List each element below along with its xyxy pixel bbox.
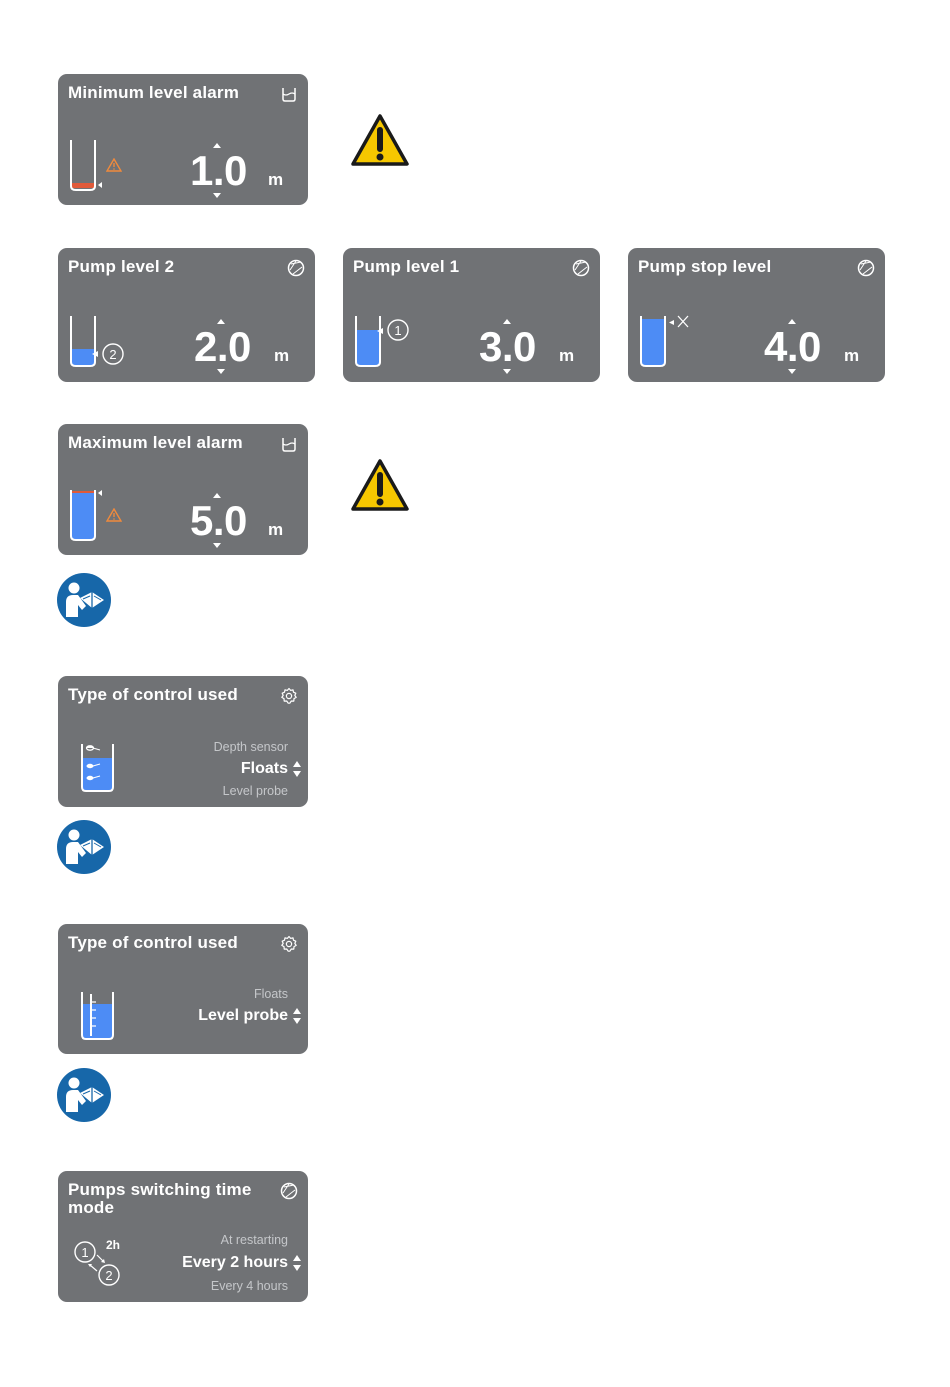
tank-probe-icon — [81, 992, 114, 1040]
alarm-warning-icon — [106, 508, 122, 522]
panel-title: Pump stop level — [638, 257, 772, 276]
read-manual-icon — [57, 1068, 111, 1122]
option-prev[interactable]: Floats — [253, 987, 288, 1001]
decrease-arrow[interactable] — [213, 193, 221, 198]
tank-floats-icon — [81, 744, 114, 792]
pump-icon — [857, 259, 875, 277]
tank-level-icon — [640, 315, 689, 367]
increase-arrow[interactable] — [213, 143, 221, 148]
tank-level-icon — [70, 316, 98, 367]
svg-text:1: 1 — [394, 323, 401, 338]
unit-label: m — [268, 520, 284, 539]
decrease-arrow[interactable] — [788, 369, 796, 374]
level-value: 2.0 — [194, 323, 251, 370]
svg-text:2: 2 — [105, 1268, 112, 1283]
pump-alternation-icon: 1 2 — [74, 1241, 120, 1286]
level-value: 1.0 — [190, 147, 247, 194]
option-spinner[interactable] — [292, 1253, 302, 1273]
warning-icon — [351, 114, 409, 166]
unit-label: m — [268, 170, 284, 189]
pump-switching-panel[interactable]: Pumps switching time mode 1 2 2h At rest… — [58, 1171, 308, 1302]
gear-icon — [281, 687, 297, 704]
increase-arrow[interactable] — [217, 319, 225, 324]
read-manual-icon — [57, 820, 111, 874]
panel-title: Minimum level alarm — [68, 83, 240, 102]
interval-label: 2h — [106, 1238, 121, 1252]
option-selected[interactable]: Floats — [240, 760, 288, 777]
read-manual-icon — [57, 573, 111, 627]
gear-icon — [281, 935, 297, 952]
svg-text:1: 1 — [81, 1245, 88, 1260]
pump-badge-icon: 1 — [387, 319, 409, 341]
level-value: 5.0 — [190, 497, 247, 544]
panel-title: Pumps switching time mode — [68, 1180, 252, 1217]
unit-label: m — [274, 346, 290, 365]
option-next[interactable]: Level probe — [222, 784, 288, 798]
unit-label: m — [844, 346, 860, 365]
control-type-panel-probe[interactable]: Type of control used Floats Level probe — [58, 924, 308, 1054]
pump-level-2-panel[interactable]: Pump level 2 2 2.0 m — [58, 248, 315, 382]
panel-title: Type of control used — [68, 933, 238, 952]
alarm-warning-icon — [106, 158, 122, 172]
pump-level-1-panel[interactable]: Pump level 1 1 3.0 m — [343, 248, 600, 382]
panel-title: Pump level 2 — [68, 257, 175, 276]
tank-icon — [282, 438, 296, 452]
increase-arrow[interactable] — [503, 319, 511, 324]
pump-icon — [280, 1182, 298, 1200]
tank-level-icon — [70, 140, 102, 191]
control-type-panel-floats[interactable]: Type of control used Depth sensor Floats… — [58, 676, 308, 807]
pump-badge-icon: 2 — [102, 343, 124, 365]
option-next[interactable]: Every 4 hours — [210, 1279, 288, 1293]
increase-arrow[interactable] — [788, 319, 796, 324]
pump-stop-level-panel[interactable]: Pump stop level 4.0 m — [628, 248, 885, 382]
decrease-arrow[interactable] — [213, 543, 221, 548]
min-level-alarm-panel[interactable]: Minimum level alarm 1.0 m — [58, 74, 308, 205]
decrease-arrow[interactable] — [217, 369, 225, 374]
pump-icon — [287, 259, 305, 277]
panel-title: Pump level 1 — [353, 257, 460, 276]
warning-icon — [351, 459, 409, 511]
option-prev[interactable]: At restarting — [220, 1233, 288, 1247]
unit-label: m — [559, 346, 575, 365]
option-spinner[interactable] — [292, 759, 302, 779]
decrease-arrow[interactable] — [503, 369, 511, 374]
option-spinner[interactable] — [292, 1006, 302, 1026]
option-selected[interactable]: Every 2 hours — [182, 1254, 288, 1271]
level-value: 4.0 — [764, 323, 821, 370]
panel-title: Type of control used — [68, 685, 238, 704]
pump-icon — [572, 259, 590, 277]
max-level-alarm-panel[interactable]: Maximum level alarm 5.0 m — [58, 424, 308, 555]
tank-icon — [282, 88, 296, 102]
tank-level-icon — [355, 316, 383, 367]
option-prev[interactable]: Depth sensor — [213, 740, 288, 754]
svg-text:2: 2 — [109, 347, 116, 362]
panel-title: Maximum level alarm — [68, 433, 243, 452]
tank-level-icon — [70, 490, 102, 541]
level-value: 3.0 — [479, 323, 536, 370]
option-selected[interactable]: Level probe — [198, 1007, 288, 1024]
increase-arrow[interactable] — [213, 493, 221, 498]
